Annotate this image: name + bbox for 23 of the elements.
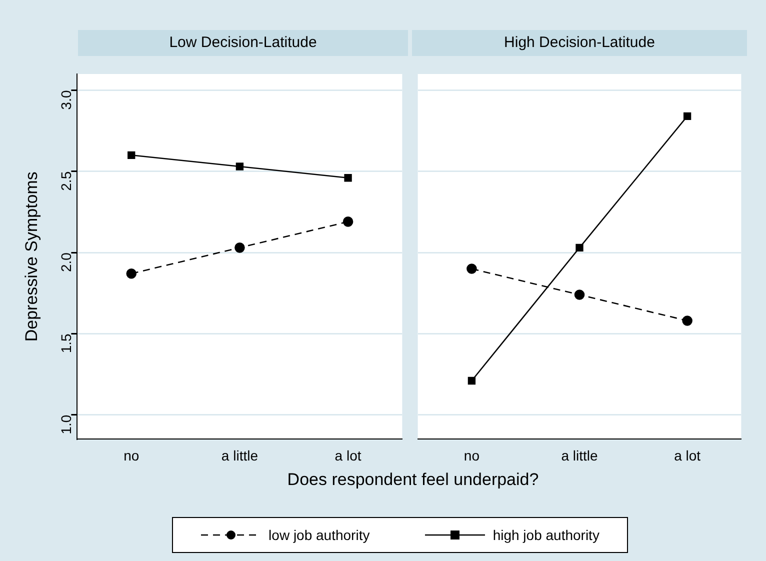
x-tick-label: a lot (674, 447, 701, 464)
chart-title: Low Decision-Latitude (78, 30, 408, 56)
y-tick-label: 3.0 (58, 90, 74, 110)
y-axis-title: Depressive Symptoms (22, 172, 41, 342)
chart-title: High Decision-Latitude (412, 30, 747, 56)
y-tick-label: 1.5 (58, 333, 74, 354)
x-axis-title: Does respondent feel underpaid? (286, 470, 540, 490)
point (468, 376, 476, 385)
x-tick-label: a little (221, 447, 258, 464)
x-tick-label: no (464, 447, 480, 464)
point (576, 244, 584, 252)
point (682, 316, 692, 326)
y-tick-label: 2.5 (58, 171, 74, 191)
x-tick-label: a lot (334, 447, 362, 464)
x-tick-label: no (124, 447, 140, 464)
point (683, 112, 692, 120)
legend-label: low job authority (268, 527, 370, 543)
point (466, 264, 477, 274)
y-tick-label: 2.0 (58, 252, 74, 272)
x-tick-label: a little (561, 447, 598, 464)
y-tick-label: 1.0 (58, 414, 74, 434)
point (574, 290, 585, 300)
legend-label: high job authority (492, 527, 600, 543)
